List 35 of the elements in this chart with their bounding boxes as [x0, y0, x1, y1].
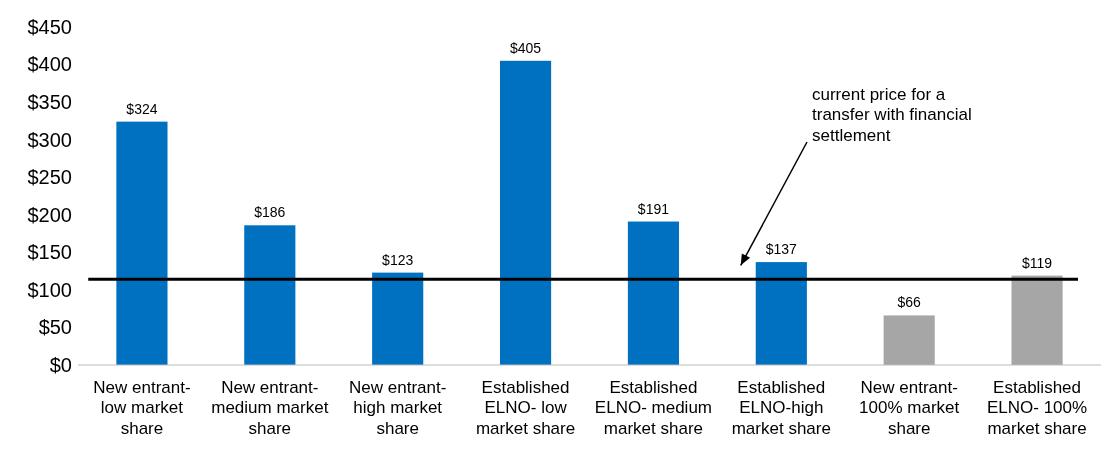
data-label: $324 [126, 100, 158, 117]
x-tick-label: New entrant- low market share [93, 378, 191, 438]
data-label: $186 [254, 204, 286, 221]
data-label: $137 [765, 241, 798, 258]
x-tick-label: Established ELNO- medium market share [594, 378, 713, 438]
data-label: $119 [1022, 254, 1053, 271]
x-tick-label: New entrant- high market share [349, 378, 447, 438]
y-tick-label: $100 [27, 278, 72, 301]
x-tick-label: New entrant- medium market share [211, 378, 329, 438]
bar [883, 315, 935, 365]
data-label: $123 [382, 251, 414, 268]
y-tick-label: $450 [27, 15, 72, 38]
y-tick-label: $200 [27, 203, 72, 226]
bar [755, 262, 807, 365]
data-label: $191 [637, 200, 670, 217]
bar [1011, 275, 1063, 365]
y-tick-label: $350 [27, 91, 72, 114]
data-label: $405 [509, 39, 542, 56]
bar [116, 121, 168, 365]
y-tick-label: $50 [38, 316, 72, 339]
bar [244, 225, 296, 365]
x-tick-label: Established ELNO- 100% market share [986, 378, 1088, 438]
y-tick-label: $250 [27, 166, 72, 189]
x-tick-label: Established ELNO- low market share [475, 378, 576, 438]
data-label: $66 [897, 294, 922, 311]
ref-line-label: current price for a transfer with financial settlement [812, 85, 972, 145]
y-tick-label: $150 [27, 241, 72, 264]
x-tick-label: Established ELNO-high market share [731, 378, 831, 438]
bar [372, 272, 424, 365]
y-tick-label: $300 [27, 128, 72, 151]
bar [627, 221, 680, 365]
y-tick-label: $400 [27, 53, 72, 76]
y-tick-label: $0 [49, 353, 72, 376]
x-tick-label: New entrant- 100% market share [859, 378, 960, 438]
bar [499, 60, 552, 365]
